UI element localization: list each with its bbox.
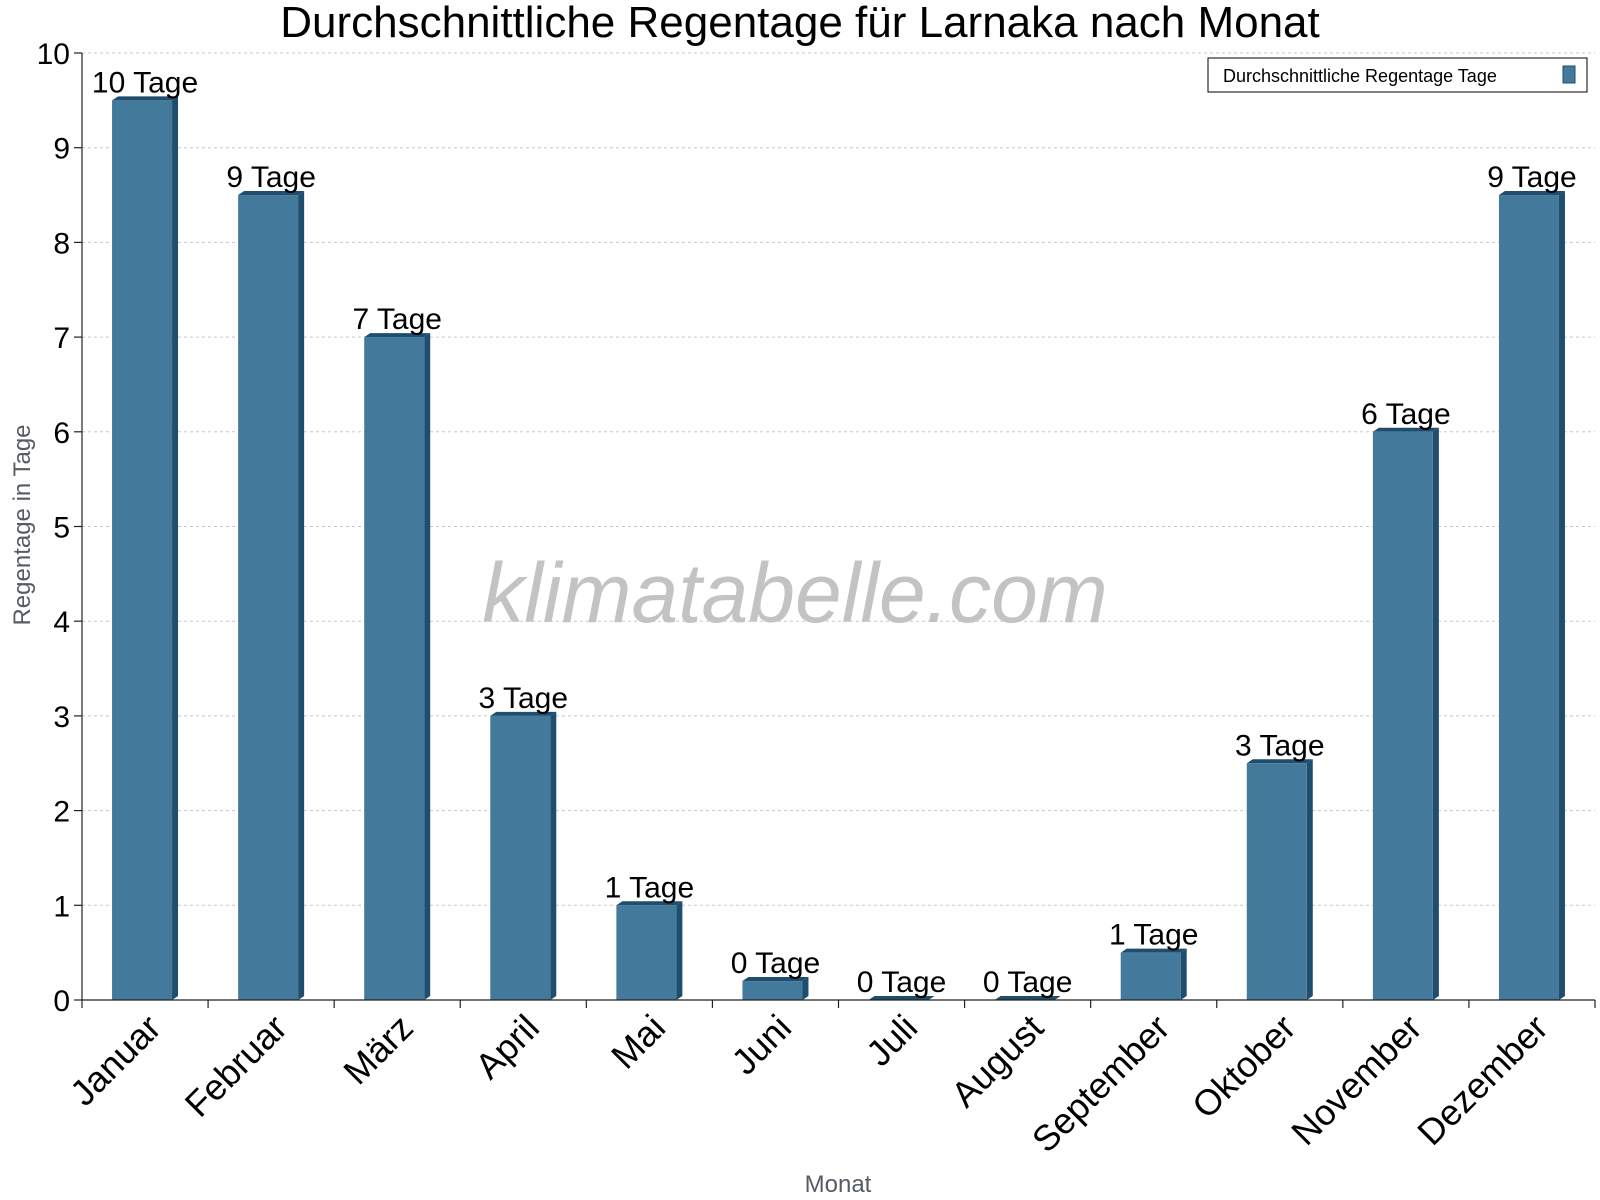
bar-top <box>364 333 431 338</box>
bar-front <box>490 715 551 1000</box>
y-tick-label: 3 <box>53 701 70 734</box>
x-axis-title: Monat <box>805 1171 872 1198</box>
data-label: 1 Tage <box>605 871 695 904</box>
bar <box>1372 427 1439 1000</box>
bar-side <box>1180 948 1187 1000</box>
x-category-label: November <box>1283 1007 1429 1153</box>
y-tick-label: 9 <box>53 133 70 166</box>
bar-top <box>868 996 935 1000</box>
bar <box>1498 191 1565 1001</box>
legend-swatch <box>1562 65 1576 84</box>
x-category-label: August <box>943 1007 1051 1115</box>
legend-box <box>1207 57 1588 93</box>
bars <box>112 96 1565 1001</box>
data-label: 0 Tage <box>731 947 821 980</box>
gridlines <box>82 52 1595 906</box>
bar-side <box>1432 427 1439 1000</box>
bar <box>238 191 305 1001</box>
data-label: 6 Tage <box>1361 398 1451 431</box>
data-label: 7 Tage <box>352 303 442 336</box>
x-category-label: März <box>335 1007 421 1093</box>
bar-top <box>112 96 179 101</box>
data-label: 10 Tage <box>92 66 198 99</box>
bar-front <box>238 195 299 1001</box>
watermark: klimatabelle.com <box>482 546 1108 640</box>
bar-side <box>1306 759 1313 1000</box>
data-label: 3 Tage <box>1235 729 1325 762</box>
data-label: 9 Tage <box>1487 161 1577 194</box>
bar-front <box>1246 763 1307 1000</box>
y-tick-label: 0 <box>53 985 70 1018</box>
x-category-label: Juli <box>858 1007 925 1074</box>
y-tick-label: 1 <box>53 890 70 923</box>
bar <box>616 901 683 1000</box>
bar-top <box>1372 427 1439 432</box>
bar-side <box>298 191 305 1001</box>
bar-front <box>1372 431 1433 1000</box>
y-tick-label: 2 <box>53 796 70 829</box>
bar-front <box>112 100 173 1001</box>
chart-title: Durchschnittliche Regentage für Larnaka … <box>280 0 1320 47</box>
x-category-label: Januar <box>62 1007 169 1114</box>
data-label: 1 Tage <box>1109 919 1199 952</box>
data-label: 9 Tage <box>226 161 316 194</box>
bar <box>112 96 179 1001</box>
bar-front <box>1120 952 1181 1000</box>
bar-side <box>1558 191 1565 1001</box>
bar-front <box>1498 195 1559 1001</box>
data-label: 3 Tage <box>479 682 569 715</box>
x-category-label: Dezember <box>1409 1007 1555 1153</box>
y-tick-label: 5 <box>53 512 70 545</box>
bar-top <box>1498 191 1565 196</box>
bar <box>994 996 1061 1000</box>
y-tick-label: 7 <box>53 322 70 355</box>
bar <box>742 977 809 1000</box>
legend-series-name: Durchschnittliche Regentage Tage <box>1223 66 1497 86</box>
bar <box>364 333 431 1001</box>
bar-top <box>994 996 1061 1000</box>
bar <box>1120 948 1187 1000</box>
y-tick-label: 4 <box>53 606 70 639</box>
bar-side <box>172 96 179 1001</box>
data-labels: 10 Tage 9 Tage 7 Tage 3 Tage 1 Tage 0 Tage 0 T… <box>92 66 1577 999</box>
bar-top <box>742 977 809 982</box>
bar-top <box>490 711 557 716</box>
bar-side <box>676 901 683 1000</box>
bar-side <box>550 711 557 1000</box>
x-category-label: Juni <box>723 1007 799 1083</box>
bar <box>490 711 557 1000</box>
bar-front <box>364 337 425 1001</box>
y-tick-label: 10 <box>37 38 70 71</box>
bar <box>1246 759 1313 1000</box>
bar-front <box>742 981 803 1000</box>
bar-top <box>1246 759 1313 764</box>
bar-top <box>238 191 305 196</box>
y-tick-label: 8 <box>53 227 70 260</box>
x-category-label: Oktober <box>1184 1007 1304 1127</box>
x-category-label: April <box>467 1007 547 1087</box>
bar-top <box>1120 948 1187 953</box>
y-tick-label: 6 <box>53 417 70 450</box>
bar <box>868 996 935 1000</box>
x-category-label: Februar <box>177 1007 295 1125</box>
data-label: 0 Tage <box>857 966 947 999</box>
x-category-label: September <box>1024 1007 1178 1161</box>
data-label: 0 Tage <box>983 966 1073 999</box>
x-category-label: Mai <box>603 1007 673 1077</box>
bar-side <box>424 333 431 1001</box>
y-axis-title: Regentage in Tage <box>9 424 36 625</box>
bar-top <box>616 901 683 906</box>
legend: Durchschnittliche Regentage Tage <box>1207 57 1588 93</box>
bar-side <box>802 977 809 1000</box>
bar-front <box>616 905 677 1000</box>
